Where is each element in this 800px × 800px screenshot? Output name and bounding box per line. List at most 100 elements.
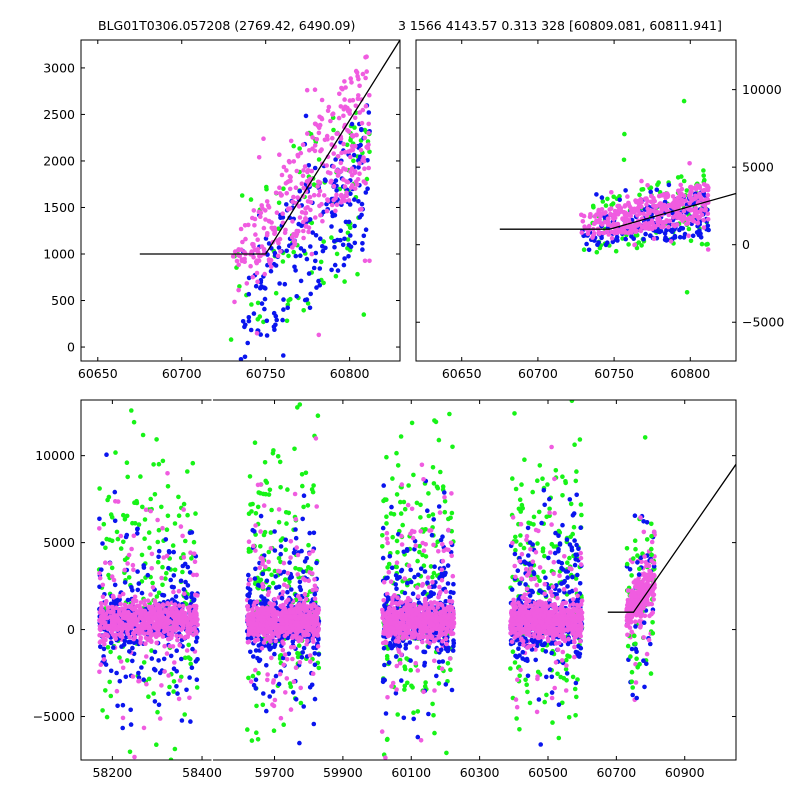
data-point <box>676 204 681 209</box>
data-point <box>180 533 185 539</box>
data-point <box>172 521 178 526</box>
data-point <box>291 679 297 684</box>
data-point <box>688 189 693 195</box>
data-point <box>313 250 319 256</box>
data-point <box>126 618 131 623</box>
data-point <box>691 219 697 224</box>
data-point <box>151 666 157 672</box>
data-point <box>109 629 114 635</box>
data-point <box>290 656 295 662</box>
data-point <box>175 691 180 696</box>
data-point <box>180 563 186 569</box>
data-point <box>171 620 176 625</box>
data-point <box>261 610 267 616</box>
data-point <box>251 654 256 659</box>
data-point <box>181 587 187 592</box>
data-point <box>348 191 353 196</box>
top-left-axes-frame <box>80 39 401 362</box>
data-point <box>418 528 424 534</box>
data-point <box>308 659 313 664</box>
data-point <box>301 168 306 173</box>
data-point <box>149 638 154 644</box>
data-point <box>254 331 260 336</box>
data-point <box>340 242 346 248</box>
data-point <box>616 203 621 209</box>
data-point <box>295 572 301 577</box>
data-point <box>705 192 711 198</box>
data-point <box>255 637 261 642</box>
data-point <box>417 543 422 549</box>
data-point <box>705 247 711 252</box>
data-point <box>130 622 135 627</box>
data-point <box>291 690 296 695</box>
data-point <box>310 230 316 235</box>
data-point <box>298 246 304 251</box>
data-point <box>681 235 687 240</box>
data-point <box>416 594 421 599</box>
data-point <box>160 634 166 639</box>
data-point <box>146 694 151 699</box>
data-point <box>614 234 620 240</box>
data-point <box>184 687 189 693</box>
data-point <box>586 247 592 253</box>
data-point <box>255 633 261 638</box>
data-point <box>109 565 115 571</box>
data-point <box>305 503 311 508</box>
data-point <box>191 598 197 603</box>
data-point <box>385 736 390 742</box>
data-point <box>419 462 425 468</box>
data-point <box>155 610 161 615</box>
data-point <box>249 630 254 635</box>
data-point <box>297 740 302 746</box>
data-point <box>254 703 259 709</box>
data-point <box>440 534 445 539</box>
data-point <box>150 585 156 590</box>
data-point <box>293 253 299 259</box>
data-point <box>419 627 425 632</box>
data-point <box>273 673 279 679</box>
data-point <box>640 187 646 192</box>
data-point <box>272 250 278 256</box>
data-point <box>383 576 389 581</box>
data-point <box>187 616 192 621</box>
data-point <box>301 704 307 709</box>
data-point <box>181 507 186 512</box>
data-point <box>364 69 370 74</box>
data-point <box>435 485 441 491</box>
data-point <box>256 155 262 160</box>
data-point <box>382 604 388 610</box>
data-point <box>276 226 281 231</box>
data-point <box>104 536 109 542</box>
data-point <box>152 625 157 630</box>
data-point <box>677 190 682 196</box>
data-point <box>334 192 339 198</box>
data-point <box>594 192 599 197</box>
data-point <box>279 172 285 178</box>
data-point <box>388 579 394 584</box>
data-point <box>255 300 261 306</box>
data-point <box>681 178 687 184</box>
data-point <box>125 561 130 566</box>
data-point <box>122 517 128 522</box>
model-line <box>499 192 736 230</box>
data-point <box>130 520 135 526</box>
data-point <box>309 251 315 257</box>
data-point <box>363 227 369 232</box>
data-point <box>115 613 120 618</box>
data-point <box>439 567 445 573</box>
data-point <box>167 606 172 611</box>
data-point <box>258 513 264 519</box>
data-point <box>389 504 394 510</box>
data-point <box>341 166 346 171</box>
data-point <box>301 632 306 637</box>
plot-panels: 60650 60700 60750 6080005001000150020002500… <box>33 39 784 780</box>
data-point <box>295 620 300 625</box>
data-point <box>440 484 446 489</box>
data-point <box>270 580 276 586</box>
data-point <box>312 143 318 148</box>
data-point <box>273 622 279 628</box>
data-point <box>280 211 286 216</box>
data-point <box>345 237 351 242</box>
data-point <box>409 506 415 512</box>
data-point <box>190 460 196 466</box>
